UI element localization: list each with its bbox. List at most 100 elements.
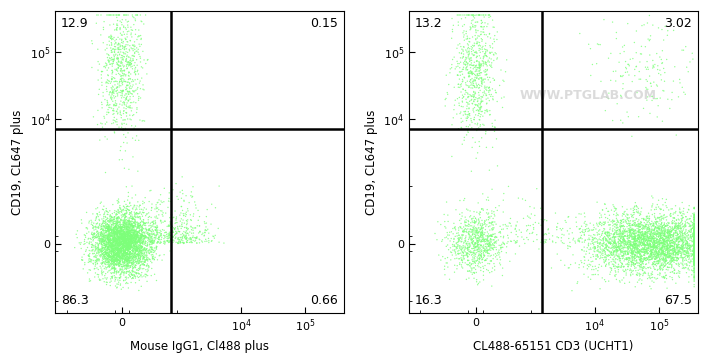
Point [618,237,629,243]
Point [593,232,605,237]
Point [595,250,606,256]
Point [137,257,148,262]
Point [688,212,700,218]
Point [481,207,493,213]
Point [89,266,100,272]
Point [101,229,112,235]
Point [674,209,685,215]
Point [94,238,105,244]
Point [106,274,117,280]
Text: 3.02: 3.02 [664,17,692,30]
Point [126,271,138,277]
Point [449,84,460,90]
Point [120,249,131,255]
Point [461,28,472,34]
Point [123,222,134,228]
Point [133,27,145,33]
Point [108,264,120,270]
Point [123,245,134,251]
Point [111,239,123,245]
Point [596,231,608,237]
Point [620,245,632,250]
Point [663,253,674,259]
Point [579,232,590,237]
Point [130,240,142,245]
Point [122,244,133,249]
Point [646,237,657,243]
Point [118,250,129,256]
Point [100,170,111,175]
Point [76,217,87,223]
Point [478,63,489,69]
Point [613,264,625,269]
Point [117,248,128,254]
Point [639,224,650,230]
Point [147,231,159,237]
Point [645,244,657,250]
Point [474,104,485,110]
Point [98,236,109,242]
Point [479,238,490,244]
Point [679,261,691,267]
Point [640,77,652,83]
Point [669,260,680,265]
Point [460,96,471,102]
Point [626,234,637,240]
Point [679,234,691,240]
Point [639,226,650,232]
Point [104,102,116,108]
Point [96,237,107,243]
Point [82,245,93,250]
Point [84,254,95,260]
Point [649,224,661,230]
Point [471,41,482,47]
Point [647,236,658,241]
Point [649,259,660,265]
Point [95,246,106,252]
Point [90,206,101,212]
Point [656,260,667,266]
Point [115,254,126,260]
Point [131,230,143,236]
Point [608,264,620,269]
Point [666,239,678,245]
Point [662,229,674,235]
Point [93,214,104,219]
Point [125,237,136,243]
Point [488,247,499,253]
Point [124,258,135,264]
Point [111,247,123,253]
Point [644,257,656,262]
Point [124,221,135,227]
Point [111,237,122,243]
Point [135,256,146,262]
Point [101,240,112,245]
Point [142,269,153,274]
Point [604,236,615,242]
Point [97,238,108,244]
Point [118,71,130,77]
Point [110,246,121,252]
Point [476,218,488,223]
Point [467,227,478,233]
Point [603,229,615,235]
Point [91,257,103,262]
Point [118,249,130,255]
Point [472,282,484,288]
Point [623,212,634,218]
Point [681,250,693,256]
Point [140,213,151,218]
Point [484,246,495,252]
Point [118,233,129,239]
Point [688,247,700,253]
Point [657,202,669,208]
Point [104,254,115,260]
Point [92,220,104,226]
Point [121,49,132,55]
Point [467,76,478,82]
Point [131,12,143,18]
Point [112,220,123,226]
Point [86,242,97,248]
Point [637,268,648,273]
Point [479,83,491,89]
